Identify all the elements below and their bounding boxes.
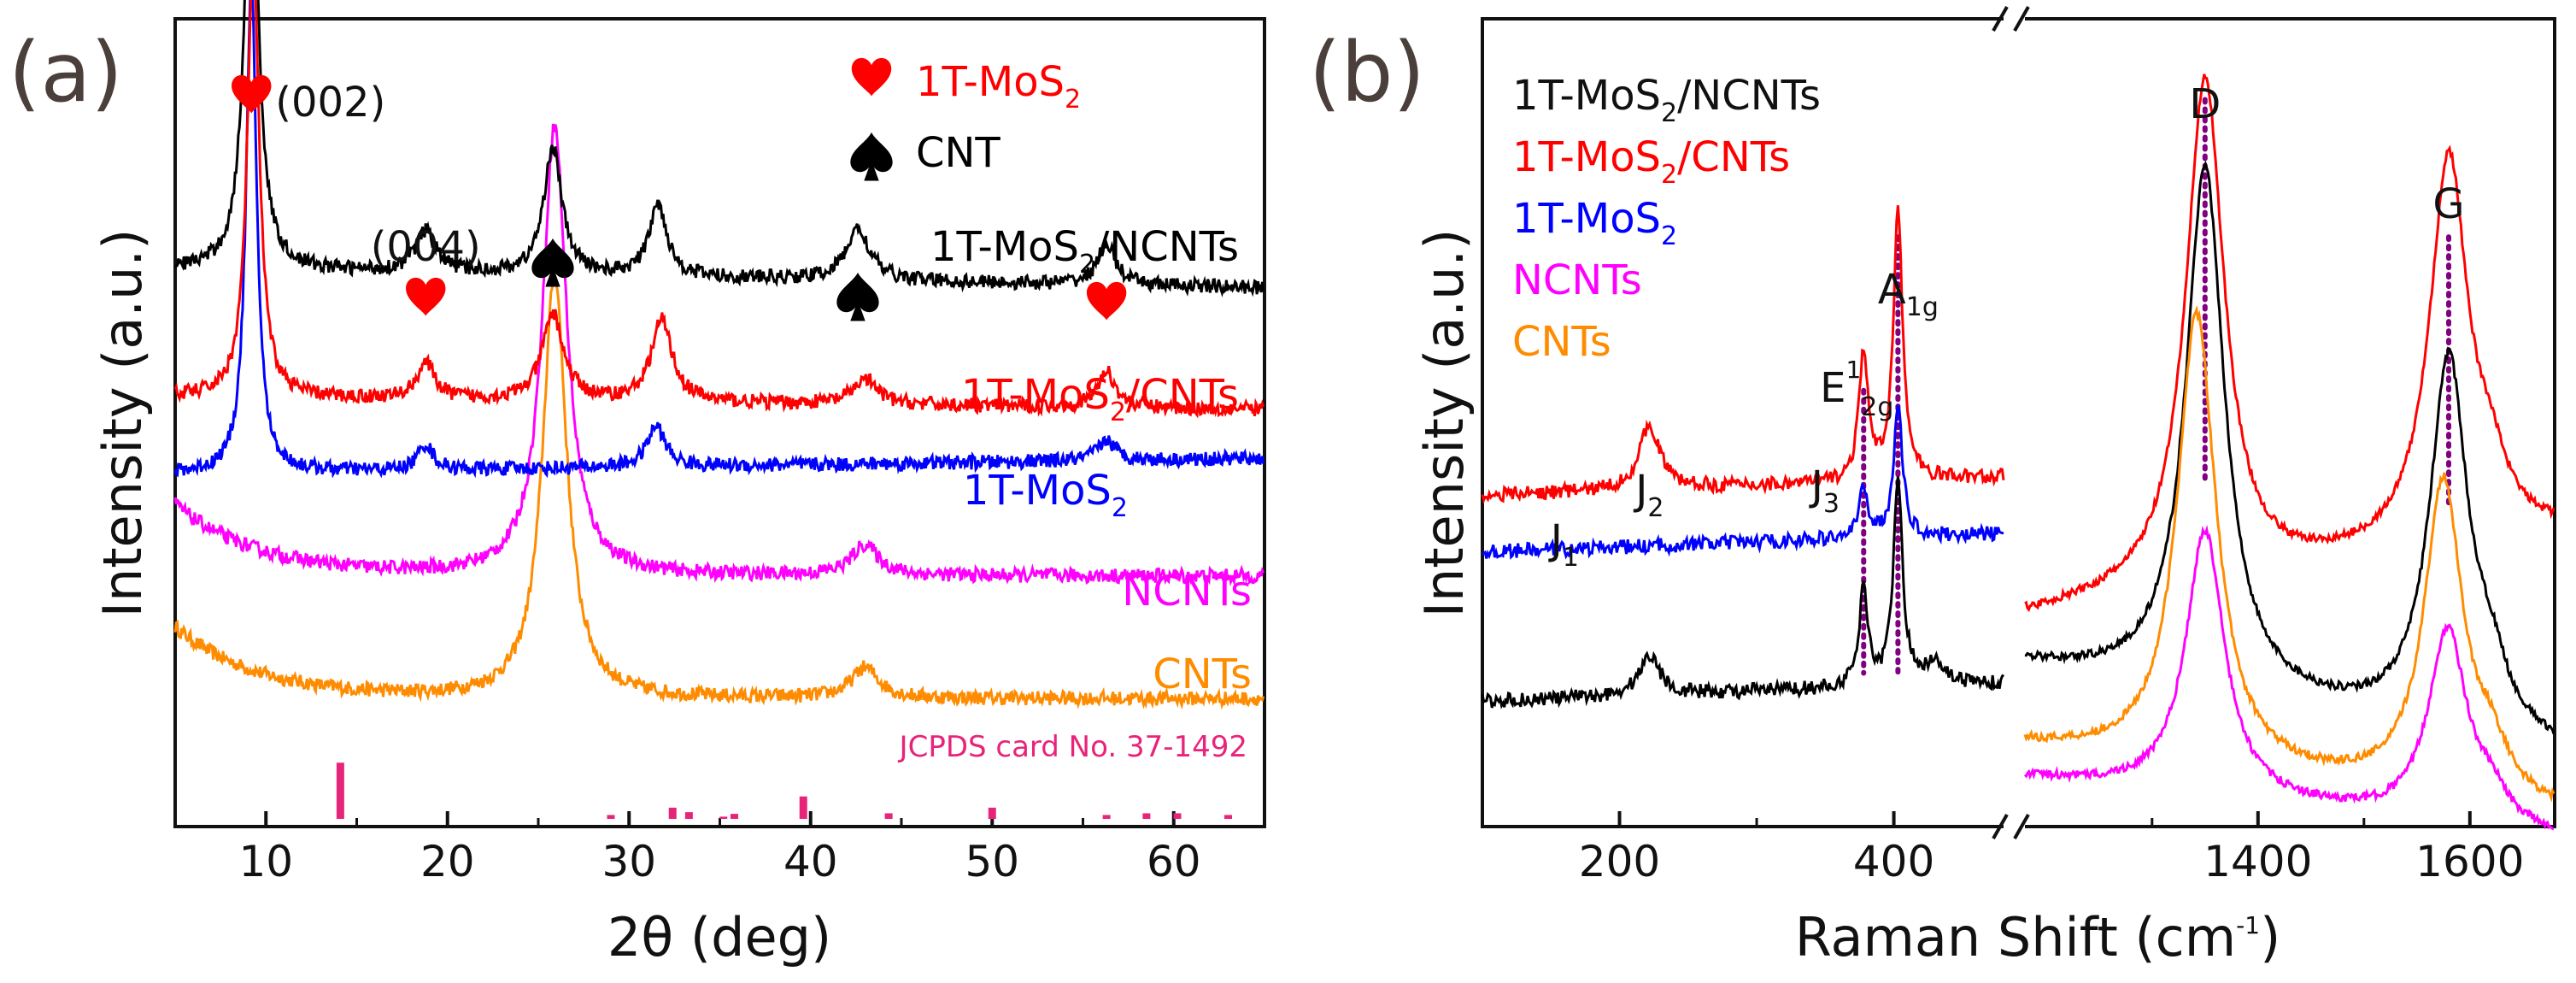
- series-label: 1T-MoS2: [963, 467, 1128, 523]
- panel-b-x-axis-title: Raman Shift (cm-1): [1795, 906, 2281, 968]
- axis-break-mark: [1992, 6, 2009, 32]
- series-line-1t-mos2-ncnts: [174, 0, 1265, 297]
- legend-heart-icon: [851, 57, 892, 97]
- series-label: CNTs: [1153, 650, 1252, 698]
- x-tick-label: 1400: [2203, 837, 2312, 886]
- panel-a-legend: 1T-MoS2 CNT: [850, 57, 1081, 181]
- panel-b-frame: [1481, 6, 2556, 839]
- legend-entry: 1T-MoS2: [1512, 195, 1677, 251]
- panel-a-x-ticks: 10 20 30 40 50 60: [173, 811, 1266, 886]
- series-line-ncnts: [173, 123, 1265, 587]
- panel-b-x-axis-title-sup: -1: [2236, 911, 2260, 939]
- panel-a-frame: [173, 17, 1266, 828]
- peak-marker-spade-icon: [531, 238, 574, 287]
- x-tick-label: 60: [1147, 837, 1201, 886]
- panel-b-series: [1481, 74, 2555, 831]
- panel-a-x-axis-title: 2θ (deg): [607, 906, 831, 968]
- panel-b-x-ticks: 200 400 1400 1600: [1579, 811, 2524, 886]
- series-line-cnts: [173, 271, 1265, 710]
- x-tick-label: 50: [965, 837, 1019, 886]
- peak-marker-heart-icon: [232, 74, 272, 114]
- peak-index-label: (002): [275, 79, 385, 127]
- peak-annotation: E12g: [1820, 356, 1893, 422]
- panel-a-peak-markers: (002) (004): [232, 74, 1127, 321]
- panel-b-peak-annotations: J1 J2 J3 E12g A1g D G: [1548, 80, 2465, 573]
- panel-b-x-axis-title-tail: ): [2260, 906, 2280, 968]
- legend-entry: 1T-MoS2/CNTs: [1512, 133, 1790, 190]
- peak-annotation: D: [2189, 80, 2221, 128]
- panel-b-y-axis-title: Intensity (a.u.): [1413, 229, 1476, 618]
- peak-annotation: J3: [1809, 462, 1840, 519]
- legend-spade-icon: [850, 132, 893, 181]
- panel-a-y-axis-title: Intensity (a.u.): [91, 229, 154, 618]
- panel-b-frame-left: [1481, 17, 2004, 828]
- legend-entry: NCNTs: [1512, 256, 1642, 304]
- legend-entry: CNTs: [1512, 318, 1611, 366]
- x-tick-label: 40: [783, 837, 838, 886]
- panel-a-series: [173, 0, 1265, 710]
- panel-b-label: (b): [1309, 25, 1425, 121]
- peak-index-label: (004): [371, 223, 481, 271]
- legend-label: 1T-MoS2: [916, 58, 1081, 115]
- legend-label: CNT: [916, 129, 1000, 177]
- series-label: 1T-MoS2/NCNTs: [930, 223, 1239, 280]
- series-label: NCNTs: [1122, 568, 1252, 615]
- series-label: 1T-MoS2/CNTs: [961, 371, 1239, 427]
- raman-left-line-1t-mos2-ncnts: [1481, 476, 2005, 709]
- panel-a-reference-pattern: [336, 762, 1232, 820]
- x-tick-label: 1600: [2415, 837, 2524, 886]
- panel-b: (b) 200 400 1400 1600 1T-MoS2/NCNTs1T-MoS2/…: [1309, 6, 2556, 968]
- legend-entry: 1T-MoS2/NCNTs: [1512, 72, 1821, 128]
- panel-a: (a) 10 20 30 40 50 60 (002) (004) 1T-MoS2 CNT 1…: [9, 0, 1266, 968]
- raman-left-line-1t-mos2: [1482, 405, 2004, 561]
- x-tick-label: 10: [238, 837, 293, 886]
- jcpds-label: JCPDS card No. 37-1492: [898, 730, 1247, 764]
- x-tick-label: 400: [1853, 837, 1934, 886]
- series-line-1t-mos2-cnts: [173, 0, 1265, 419]
- axis-break-mark: [2013, 6, 2030, 32]
- raman-right-line-cnts: [2023, 304, 2555, 803]
- axis-break-mark: [1992, 814, 2009, 839]
- peak-marker-heart-icon: [1086, 281, 1127, 321]
- raman-right-line-1t-mos2-ncnts: [2024, 160, 2555, 734]
- panel-a-series-labels: 1T-MoS2/NCNTs 1T-MoS2/CNTs 1T-MoS2 NCNTs CNT…: [930, 223, 1252, 698]
- panel-a-label: (a): [9, 25, 123, 121]
- peak-annotation: A1g: [1878, 266, 1939, 322]
- raman-right-line-ncnts: [2023, 525, 2555, 831]
- axis-break-mark: [2013, 814, 2030, 839]
- peak-annotation: J1: [1548, 516, 1579, 573]
- x-tick-label: 30: [601, 837, 656, 886]
- x-tick-label: 200: [1579, 837, 1660, 886]
- panel-b-x-axis-title-main: Raman Shift (cm: [1795, 906, 2236, 968]
- raman-left-line-1t-mos2-cnts: [1481, 205, 2005, 504]
- peak-marker-spade-icon: [836, 272, 879, 321]
- peak-annotation: G: [2432, 180, 2464, 228]
- panel-b-frame-right: [2025, 17, 2556, 828]
- peak-annotation: J2: [1633, 467, 1664, 523]
- series-line-1t-mos2: [173, 0, 1265, 479]
- peak-marker-heart-icon: [406, 277, 446, 316]
- raman-right-line-1t-mos2-cnts: [2024, 74, 2555, 613]
- x-tick-label: 20: [420, 837, 475, 886]
